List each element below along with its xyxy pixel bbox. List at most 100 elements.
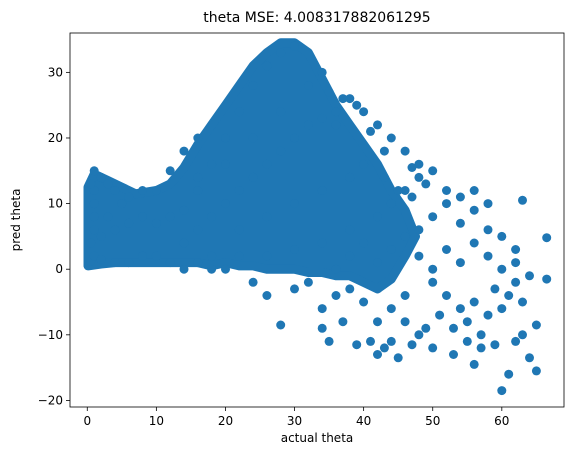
- scatter-point: [290, 41, 299, 51]
- scatter-point: [414, 172, 424, 182]
- scatter-point: [352, 100, 362, 110]
- scatter-point: [497, 231, 507, 241]
- scatter-point: [379, 343, 389, 353]
- y-tick-label: 30: [48, 65, 63, 79]
- scatter-point: [317, 113, 327, 123]
- scatter-point: [373, 317, 382, 327]
- scatter-point: [407, 340, 417, 350]
- scatter-point: [393, 353, 403, 363]
- scatter-point: [234, 251, 244, 261]
- scatter-point: [207, 251, 217, 261]
- scatter-point: [338, 94, 348, 104]
- scatter-point: [428, 277, 438, 287]
- scatter-point: [138, 186, 147, 195]
- scatter-point: [428, 212, 438, 222]
- scatter-point: [221, 133, 230, 143]
- scatter-point: [483, 199, 493, 209]
- scatter-point: [303, 120, 313, 130]
- scatter-point: [276, 320, 286, 330]
- scatter-point: [462, 336, 472, 346]
- scatter-point: [449, 350, 458, 359]
- scatter-point: [407, 163, 417, 172]
- scatter-point: [525, 271, 534, 281]
- scatter-point: [331, 291, 341, 300]
- scatter-point: [317, 304, 327, 314]
- scatter-point: [542, 233, 552, 243]
- scatter-point: [373, 258, 382, 268]
- scatter-point: [345, 172, 355, 182]
- scatter-point: [504, 291, 514, 300]
- scatter-point: [359, 238, 369, 248]
- scatter-point: [179, 238, 189, 248]
- y-axis-label: pred theta: [9, 189, 23, 252]
- scatter-point: [138, 212, 147, 222]
- y-tick-label: −10: [38, 328, 63, 342]
- scatter-point: [165, 212, 175, 222]
- scatter-point: [345, 284, 355, 294]
- scatter-point: [248, 172, 258, 182]
- scatter-point: [207, 212, 217, 222]
- y-tick-label: 0: [55, 262, 63, 276]
- scatter-point: [511, 245, 521, 254]
- scatter-point: [518, 330, 527, 340]
- scatter-point: [331, 107, 341, 117]
- scatter-point: [455, 218, 465, 228]
- chart-title: theta MSE: 4.008317882061295: [203, 10, 430, 26]
- scatter-point: [207, 264, 217, 274]
- scatter-point: [400, 317, 410, 327]
- scatter-point: [490, 340, 500, 350]
- scatter-point: [117, 199, 127, 209]
- scatter-point: [138, 251, 147, 261]
- scatter-point: [151, 218, 161, 228]
- scatter-point: [165, 166, 175, 176]
- scatter-point: [469, 186, 479, 195]
- scatter-point: [103, 212, 113, 222]
- scatter-point: [193, 258, 203, 268]
- x-axis-label: actual theta: [281, 431, 354, 445]
- scatter-point: [86, 179, 96, 189]
- scatter-point: [193, 172, 203, 182]
- scatter-point: [303, 277, 313, 287]
- x-tick-label: 0: [83, 414, 91, 428]
- scatter-point: [476, 330, 486, 340]
- scatter-point: [276, 107, 286, 117]
- scatter-point: [483, 251, 493, 261]
- scatter-point: [248, 133, 258, 143]
- scatter-point: [483, 310, 493, 320]
- x-axis-ticks: 0 10 20 30 40 50 60: [83, 407, 509, 428]
- scatter-point: [234, 186, 244, 195]
- scatter-point: [442, 186, 451, 195]
- scatter-point: [428, 264, 438, 274]
- scatter-point: [414, 251, 424, 261]
- scatter-point: [469, 359, 479, 369]
- scatter-point: [234, 225, 244, 235]
- scatter-point: [400, 231, 410, 241]
- scatter-point: [110, 225, 120, 235]
- scatter-point: [373, 350, 382, 359]
- scatter-point: [331, 264, 341, 274]
- scatter-point: [497, 304, 507, 314]
- x-tick-label: 10: [149, 414, 164, 428]
- scatter-point: [124, 218, 134, 228]
- scatter-point: [276, 48, 286, 58]
- scatter-point: [179, 146, 189, 156]
- scatter-point: [221, 264, 230, 274]
- scatter-point: [407, 192, 417, 202]
- x-tick-label: 60: [494, 414, 509, 428]
- scatter-point: [511, 277, 521, 287]
- scatter-point: [262, 212, 272, 222]
- scatter-point: [497, 264, 507, 274]
- scatter-point: [110, 186, 120, 195]
- scatter-point: [442, 199, 451, 209]
- scatter-point: [442, 245, 451, 254]
- scatter-point: [345, 251, 355, 261]
- plot-frame: [69, 32, 565, 408]
- x-tick-label: 30: [287, 414, 302, 428]
- x-tick-label: 40: [356, 414, 371, 428]
- scatter-point: [345, 94, 355, 104]
- scatter-point: [89, 166, 99, 176]
- scatter-point: [421, 179, 431, 189]
- scatter-point: [366, 336, 375, 346]
- scatter-point: [421, 323, 431, 333]
- scatter-point: [428, 343, 438, 353]
